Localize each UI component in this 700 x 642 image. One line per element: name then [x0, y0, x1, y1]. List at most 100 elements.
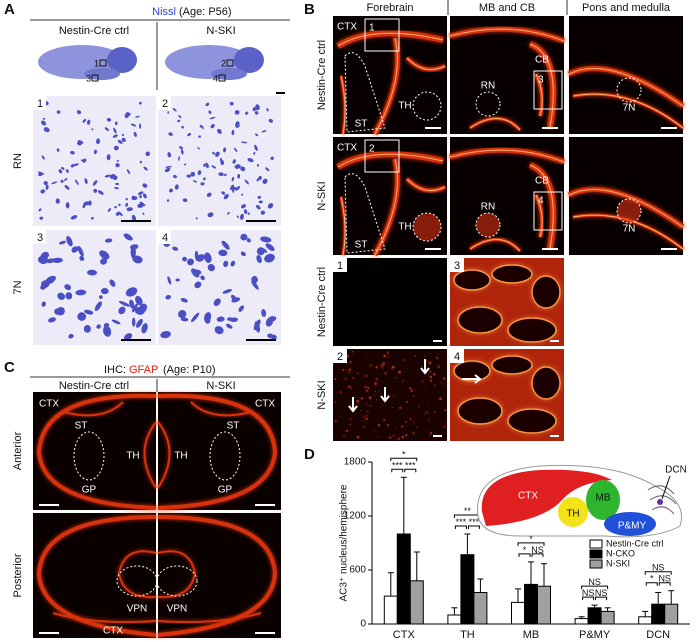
- speckle: [363, 416, 365, 419]
- cell: [73, 163, 79, 167]
- cell: [64, 177, 68, 182]
- speckle: [425, 410, 428, 413]
- cell: [41, 120, 47, 126]
- cell: [203, 177, 206, 181]
- cell: [88, 200, 92, 206]
- cell: [227, 211, 230, 215]
- significance-label: NS: [582, 588, 595, 598]
- cell: [83, 325, 91, 333]
- cell: [223, 147, 227, 153]
- cell: [198, 135, 201, 138]
- tile-bg: [158, 513, 281, 638]
- speckle: [383, 354, 387, 358]
- row-label: Nestin-Cre ctrl: [316, 40, 328, 110]
- cell: [124, 112, 131, 118]
- region-label: VPN: [127, 604, 148, 615]
- speckle: [375, 398, 378, 401]
- cell: [98, 295, 103, 299]
- region-label: 7N: [623, 103, 636, 114]
- cell: [115, 211, 121, 216]
- region-outline: [616, 77, 642, 103]
- region-label: CTX: [255, 399, 275, 410]
- region-label: TH: [398, 101, 411, 112]
- region-outline: [156, 565, 198, 597]
- cell: [265, 243, 275, 251]
- cell: [221, 240, 230, 250]
- cell: [117, 139, 123, 144]
- cell: [70, 215, 78, 220]
- cell: [175, 278, 180, 282]
- significance-bracket: [582, 596, 595, 601]
- cell: [260, 210, 266, 215]
- gfap-signal: [36, 515, 157, 637]
- signal-core: [535, 73, 543, 117]
- inset-number-bg: [333, 258, 347, 272]
- fluorescence-tile: [449, 137, 565, 255]
- significance-label: NS: [652, 563, 665, 573]
- speckle: [428, 361, 432, 365]
- cell: [255, 204, 261, 210]
- signal-core: [340, 75, 346, 135]
- cell: [218, 172, 224, 177]
- cell: [93, 188, 98, 193]
- speckle: [360, 397, 364, 400]
- region-outline: [344, 173, 386, 254]
- lobule: [491, 355, 533, 375]
- cell: [227, 317, 233, 321]
- cell: [94, 301, 102, 312]
- cell: [109, 279, 116, 287]
- cerebellum: [107, 47, 137, 73]
- significance-label: NS: [595, 588, 608, 598]
- region-outline: [116, 565, 158, 597]
- inset-box: [91, 74, 99, 82]
- cell: [230, 260, 236, 267]
- stain-label: GFAP: [129, 364, 158, 376]
- significance-bracket: [531, 553, 544, 557]
- cell: [96, 138, 101, 145]
- speckle: [401, 425, 404, 428]
- cell: [139, 160, 143, 164]
- x-tick-label: P&MY: [579, 629, 611, 641]
- cell: [187, 258, 194, 266]
- lobule: [507, 317, 557, 343]
- schematic-label: TH: [566, 509, 579, 520]
- significance-bracket: [595, 596, 608, 601]
- arrow: [348, 397, 358, 413]
- cell: [267, 203, 274, 209]
- bar: [664, 603, 679, 625]
- cell: [258, 200, 263, 204]
- x-tick-label: TH: [460, 629, 475, 641]
- signal-core: [337, 153, 444, 168]
- lobule: [491, 264, 533, 284]
- speckle: [427, 419, 430, 422]
- speckle: [425, 360, 428, 363]
- speckle: [433, 372, 436, 376]
- region-label: VPN: [167, 604, 188, 615]
- cell: [139, 201, 146, 207]
- cell: [131, 196, 138, 201]
- speckle: [392, 434, 396, 438]
- speckle: [395, 427, 398, 430]
- cell: [254, 111, 259, 115]
- cell: [45, 184, 49, 190]
- tile-bg: [158, 96, 281, 226]
- cell: [106, 117, 112, 122]
- cell: [58, 240, 66, 245]
- cell: [79, 255, 85, 261]
- significance-bracket: [404, 468, 417, 473]
- region-outline: [475, 212, 501, 238]
- lobule: [457, 397, 503, 425]
- cell: [238, 305, 244, 312]
- cell: [99, 250, 110, 260]
- cell: [138, 191, 144, 196]
- cell: [240, 213, 244, 220]
- cell: [135, 307, 139, 314]
- cell: [65, 169, 69, 173]
- speckle: [344, 377, 347, 380]
- cell: [245, 111, 249, 115]
- cell: [270, 156, 274, 160]
- region-outline: [73, 431, 105, 481]
- bar: [587, 607, 602, 625]
- speckle: [428, 369, 432, 373]
- cell: [70, 150, 75, 155]
